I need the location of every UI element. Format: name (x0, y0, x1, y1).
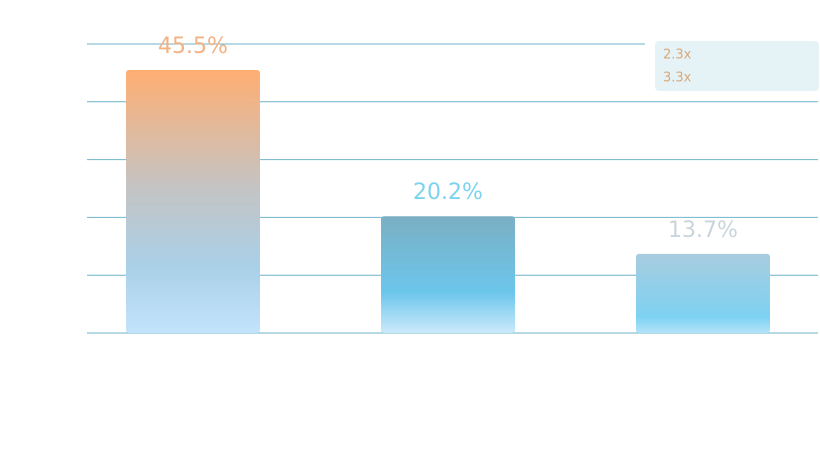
value-label: 13.7% (668, 218, 738, 243)
legend-box (655, 41, 819, 91)
annotation: 3.3x (663, 71, 692, 86)
bar (381, 216, 515, 333)
value-label: 20.2% (413, 180, 483, 205)
value-label: 45.5% (158, 34, 228, 59)
annotation: 2.3x (663, 48, 692, 63)
bar (126, 70, 260, 333)
bar (636, 253, 770, 333)
